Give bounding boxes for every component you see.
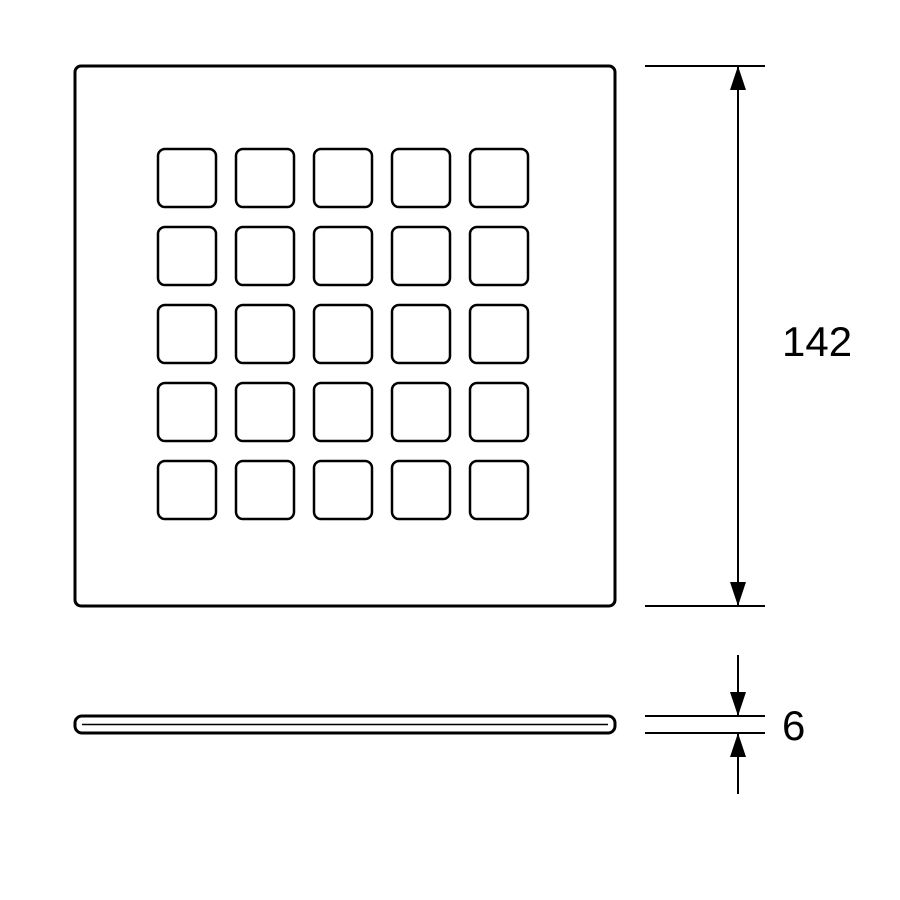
dimension-height-label: 142 [782, 318, 852, 366]
technical-drawing-canvas: 142 6 [0, 0, 900, 900]
dimension-thickness-label: 6 [782, 702, 805, 750]
drawing-svg [0, 0, 900, 900]
